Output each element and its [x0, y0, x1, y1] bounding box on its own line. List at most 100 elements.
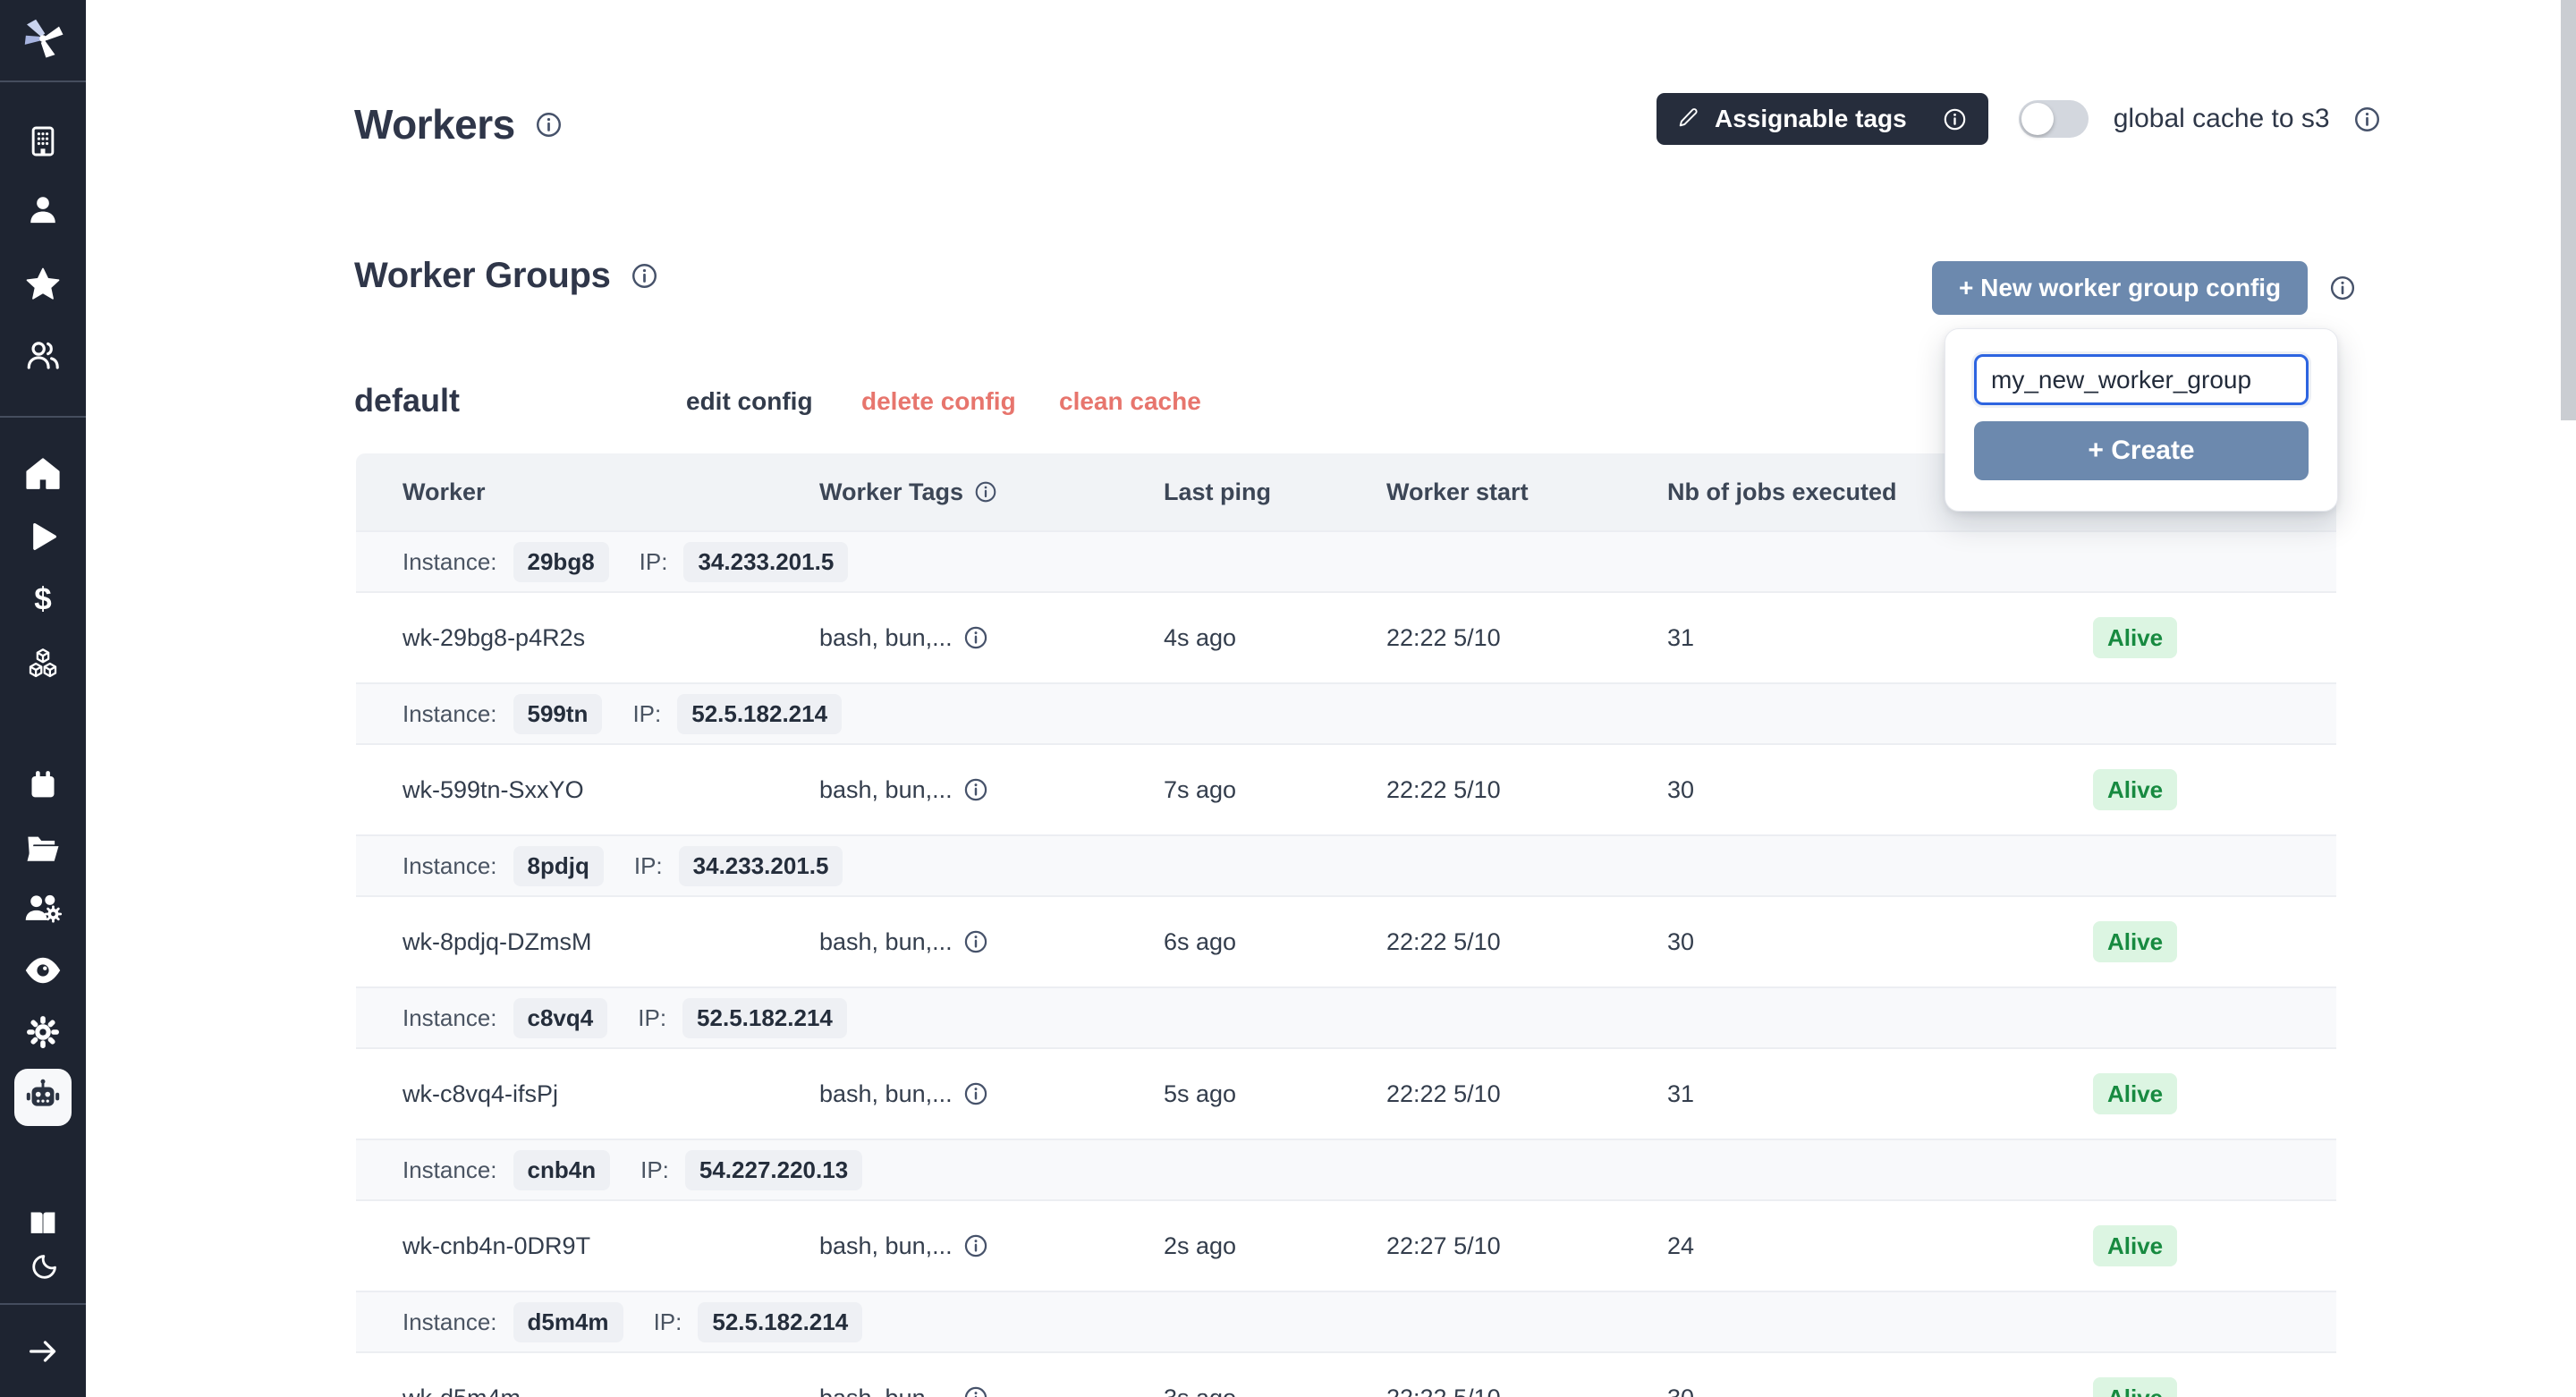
worker-name: wk-d5m4m-... — [402, 1384, 819, 1397]
global-cache-info-icon[interactable] — [2353, 106, 2381, 133]
pencil-icon — [1678, 104, 1702, 134]
workers-table: Worker Worker Tags Last ping Worker star… — [356, 453, 2336, 1397]
worker-row: wk-c8vq4-ifsPj bash, bun,... 5s ago 22:2… — [356, 1047, 2336, 1139]
worker-tags: bash, bun,... — [819, 775, 953, 803]
worker-row: wk-d5m4m-... bash, bun,... 3s ago 22:22 … — [356, 1351, 2336, 1397]
new-worker-group-config-button[interactable]: + New worker group config — [1932, 261, 2309, 315]
delete-config-button[interactable]: delete config — [861, 387, 1016, 415]
book-icon[interactable] — [0, 1206, 86, 1241]
col-header-jobs: Nb of jobs executed — [1667, 478, 1897, 505]
worker-groups-info-icon[interactable] — [631, 262, 658, 290]
tags-info-icon[interactable] — [963, 1233, 988, 1258]
user-icon[interactable] — [0, 192, 86, 228]
last-ping: 3s ago — [1164, 1384, 1386, 1397]
tags-info-icon[interactable] — [963, 1385, 988, 1397]
instance-label: Instance: — [402, 851, 497, 879]
worker-start: 22:22 5/10 — [1386, 1080, 1501, 1107]
instance-id-chip: 599tn — [513, 693, 603, 734]
worker-row: wk-8pdjq-DZmsM bash, bun,... 6s ago 22:2… — [356, 895, 2336, 986]
last-ping: 5s ago — [1164, 1080, 1237, 1107]
instance-id-chip: cnb4n — [513, 1149, 611, 1190]
sidebar-item-workers[interactable] — [14, 1069, 72, 1126]
windmill-logo-icon[interactable] — [0, 13, 86, 62]
jobs-count: 30 — [1667, 927, 1695, 955]
worker-tags: bash, bun,... — [819, 623, 953, 651]
home-icon[interactable] — [0, 455, 86, 493]
col-header-last-ping: Last ping — [1164, 478, 1271, 505]
worker-tags-info-icon[interactable] — [974, 480, 997, 504]
col-header-worker-start: Worker start — [1386, 478, 1529, 505]
svg-text:$: $ — [34, 582, 51, 617]
calendar-icon[interactable] — [0, 767, 86, 803]
moon-icon[interactable] — [0, 1251, 86, 1285]
assignable-tags-button[interactable]: Assignable tags — [1657, 93, 1988, 145]
robot-icon — [26, 1079, 60, 1106]
worker-group-header: default edit config delete config clean … — [0, 380, 2576, 419]
worker-row: wk-29bg8-p4R2s bash, bun,... 4s ago 22:2… — [356, 591, 2336, 682]
status-badge: Alive — [2093, 920, 2178, 962]
worker-groups-heading: Worker Groups — [354, 256, 611, 295]
jobs-count: 30 — [1667, 1384, 2093, 1397]
tags-info-icon[interactable] — [963, 929, 988, 954]
worker-group-name: default — [354, 382, 461, 419]
worker-group-name-input[interactable] — [1974, 354, 2309, 405]
instance-label: Instance: — [402, 1003, 497, 1031]
page-title: Workers — [354, 101, 515, 148]
last-ping: 4s ago — [1164, 623, 1237, 651]
status-badge: Alive — [2093, 1376, 2178, 1397]
instance-row: Instance: 29bg8 IP: 34.233.201.5 — [356, 530, 2336, 591]
create-button[interactable]: + Create — [1974, 421, 2309, 480]
tags-info-icon[interactable] — [963, 1081, 988, 1106]
instance-row: Instance: 8pdjq IP: 34.233.201.5 — [356, 834, 2336, 895]
sidebar-divider — [0, 416, 86, 418]
instance-row: Instance: c8vq4 IP: 52.5.182.214 — [356, 986, 2336, 1047]
instance-id-chip: 29bg8 — [513, 541, 609, 582]
worker-start: 22:22 5/10 — [1386, 1384, 1667, 1397]
worker-row: wk-cnb4n-0DR9T bash, bun,... 2s ago 22:2… — [356, 1199, 2336, 1291]
star-icon[interactable] — [0, 266, 86, 303]
dollar-icon[interactable]: $ — [0, 581, 86, 617]
tags-info-icon[interactable] — [963, 625, 988, 650]
jobs-count: 30 — [1667, 775, 1695, 803]
jobs-count: 24 — [1667, 1232, 1695, 1259]
toggle-knob — [2021, 103, 2054, 135]
ip-chip: 54.227.220.13 — [684, 1149, 863, 1190]
arrow-right-icon[interactable] — [0, 1334, 86, 1369]
boxes-icon[interactable] — [0, 645, 86, 682]
worker-name: wk-cnb4n-0DR9T — [402, 1232, 591, 1259]
ip-label: IP: — [632, 699, 662, 727]
eye-icon[interactable] — [0, 951, 86, 990]
play-icon[interactable] — [0, 519, 86, 555]
building-icon[interactable] — [0, 123, 86, 159]
ip-label: IP: — [638, 1003, 667, 1031]
users-icon[interactable] — [0, 336, 86, 374]
ip-chip: 34.233.201.5 — [683, 541, 849, 582]
ip-label: IP: — [633, 851, 663, 879]
worker-tags: bash, bun,... — [819, 1080, 953, 1107]
new-worker-group-info-icon[interactable] — [2329, 275, 2356, 301]
workers-info-icon[interactable] — [535, 111, 563, 139]
assignable-tags-label: Assignable tags — [1715, 105, 1907, 132]
ip-chip: 52.5.182.214 — [682, 997, 847, 1038]
worker-name: wk-599tn-SxxYO — [402, 775, 584, 803]
status-badge: Alive — [2093, 1072, 2178, 1114]
clean-cache-button[interactable]: clean cache — [1059, 387, 1201, 415]
last-ping: 7s ago — [1164, 775, 1237, 803]
instance-label: Instance: — [402, 699, 497, 727]
folder-icon[interactable] — [0, 828, 86, 866]
col-header-worker-tags: Worker Tags — [819, 478, 964, 505]
edit-config-button[interactable]: edit config — [686, 387, 813, 415]
user-group-gear-icon[interactable] — [0, 889, 86, 928]
global-cache-toggle[interactable] — [2018, 100, 2089, 138]
gear-icon[interactable] — [0, 1013, 86, 1051]
tags-info-icon[interactable] — [963, 777, 988, 802]
instance-label: Instance: — [402, 1308, 497, 1335]
instance-id-chip: 8pdjq — [513, 845, 604, 886]
vertical-scrollbar[interactable] — [2561, 0, 2576, 420]
instance-label: Instance: — [402, 1156, 497, 1183]
assignable-tags-info-icon[interactable] — [1943, 107, 1967, 131]
status-badge: Alive — [2093, 1224, 2178, 1266]
ip-label: IP: — [640, 1156, 669, 1183]
worker-tags: bash, bun,... — [819, 1232, 953, 1259]
